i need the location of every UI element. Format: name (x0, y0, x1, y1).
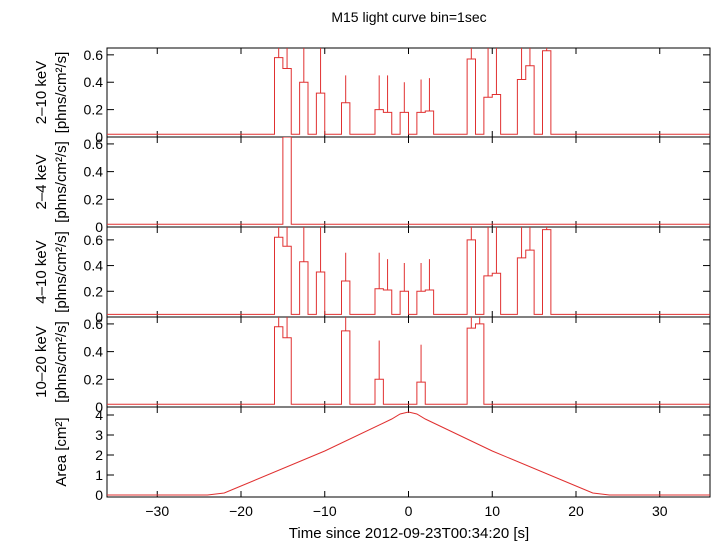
y-tick-label: 2 (95, 447, 103, 463)
panel-5-data (107, 411, 710, 496)
panel-2-frame (106, 136, 711, 228)
step-series (107, 137, 710, 225)
panel-2: 0 0.2 0.4 0.6 2–4 keV [phns/cm²/s] (33, 136, 711, 235)
panel-1-data (107, 48, 710, 135)
x-tick-label: −30 (145, 503, 169, 519)
y-tick-label: 0 (95, 487, 103, 503)
panel-4: 0 0.2 0.4 0.6 10–20 keV [phns/cm²/s] (33, 316, 711, 415)
y-tick-label: 0.6 (84, 316, 104, 332)
panels-group: 00.20.40.62–10 keV [phns/cm²/s]00.20.40.6… (33, 47, 711, 519)
y-axis-label: 10–20 keV (33, 326, 50, 398)
y-tick-label: 0.4 (84, 258, 104, 274)
y-axis-label: Area [cm²] (53, 417, 70, 486)
y-axis-label: 2–10 keV (33, 61, 50, 124)
panel-3-data (107, 227, 710, 315)
chart-title: M15 light curve bin=1sec (331, 9, 486, 25)
x-axis-label: Time since 2012-09-23T00:34:20 [s] (289, 525, 529, 541)
y-tick-label: 0.4 (84, 344, 104, 360)
y-tick-label: 3 (95, 427, 103, 443)
panel-2-data (107, 137, 710, 225)
y-tick-label: 0.6 (84, 136, 104, 152)
x-tick-label: −10 (313, 503, 337, 519)
y-axis-label: [phns/cm²/s] (53, 141, 70, 223)
step-series (107, 323, 710, 405)
y-axis-label: 2–4 keV (33, 154, 50, 209)
x-tick-label: 10 (484, 503, 500, 519)
panel-4-frame (106, 316, 711, 408)
y-axis-label: [phns/cm²/s] (53, 52, 70, 134)
y-tick-label: 0.2 (84, 191, 104, 207)
panel-5-frame (106, 406, 711, 498)
y-tick-label: 0.4 (84, 74, 104, 90)
y-axis-label: [phns/cm²/s] (53, 321, 70, 403)
step-series (107, 50, 710, 135)
y-tick-label: 4 (95, 407, 103, 423)
y-tick-label: 0.6 (84, 47, 104, 63)
area-curve (107, 411, 710, 496)
y-tick-label: 0.2 (84, 283, 104, 299)
x-tick-label: −20 (229, 503, 253, 519)
y-tick-label: 0.4 (84, 164, 104, 180)
x-tick-label: 20 (568, 503, 584, 519)
x-tick-label: 30 (652, 503, 668, 519)
y-axis-label: [phns/cm²/s] (53, 231, 70, 313)
y-tick-label: 0 (95, 399, 103, 415)
y-tick-label: 0 (95, 129, 103, 145)
panel-3: 0 0.2 0.4 0.6 4–10 keV [phns/cm²/s] (33, 226, 711, 325)
panel-4-data (107, 317, 710, 405)
y-tick-label: 0.2 (84, 371, 104, 387)
panel-1: 0 0.2 0.4 0.6 2–10 keV [phns/cm²/s] (33, 47, 711, 145)
x-tick-label: 0 (405, 503, 413, 519)
y-tick-label: 0.2 (84, 102, 104, 118)
panel-5: 0 1 2 3 4 Area [cm²] (53, 406, 711, 503)
y-tick-label: 0 (95, 219, 103, 235)
y-tick-label: 0.6 (84, 232, 104, 248)
y-tick-label: 1 (95, 467, 103, 483)
y-axis-label: 4–10 keV (33, 240, 50, 303)
y-tick-label: 0 (95, 309, 103, 325)
step-series (107, 229, 710, 315)
